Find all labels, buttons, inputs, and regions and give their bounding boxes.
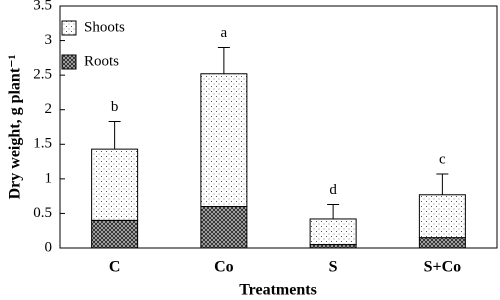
legend-label: Roots xyxy=(84,53,119,69)
bar-segment xyxy=(309,218,357,246)
y-tick-label: 2.5 xyxy=(33,67,52,83)
error-bar xyxy=(327,203,340,219)
bar-segment xyxy=(200,206,248,249)
x-axis-title: Treatments xyxy=(239,282,317,299)
bar-segment xyxy=(91,148,139,221)
y-tick-label: 0.5 xyxy=(33,205,52,221)
bar-segment xyxy=(200,73,248,208)
bar-segment xyxy=(418,194,466,239)
y-tick-label: 3 xyxy=(45,32,53,48)
significance-label: a xyxy=(221,25,228,41)
significance-label: b xyxy=(111,99,119,115)
x-tick-label: C xyxy=(109,259,121,276)
y-axis-title: Dry weight, g plant⁻¹ xyxy=(7,54,24,199)
y-tick-label: 0 xyxy=(45,239,53,255)
legend-swatch xyxy=(61,20,77,36)
y-tick-label: 2 xyxy=(45,101,53,117)
x-tick-label: Co xyxy=(214,259,234,276)
significance-label: d xyxy=(329,182,337,198)
significance-label: c xyxy=(439,151,446,167)
x-tick-label: S xyxy=(329,259,338,276)
error-bar xyxy=(108,120,121,150)
y-tick-label: 1 xyxy=(45,170,53,186)
bar-segment xyxy=(418,237,466,249)
error-bar xyxy=(436,173,449,195)
bar-segment xyxy=(91,219,139,249)
x-tick-label: S+Co xyxy=(424,259,462,276)
legend-label: Shoots xyxy=(84,19,125,35)
plot-frame xyxy=(59,5,498,249)
error-bar xyxy=(217,46,230,74)
bar-segment xyxy=(309,244,357,249)
legend-swatch xyxy=(61,54,77,70)
y-tick-label: 3.5 xyxy=(33,0,52,13)
y-tick-label: 1.5 xyxy=(33,136,52,152)
